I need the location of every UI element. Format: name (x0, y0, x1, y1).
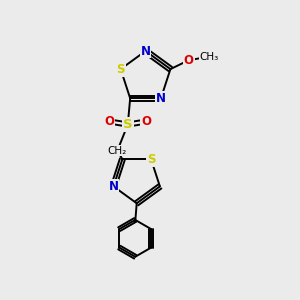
Text: O: O (104, 115, 114, 128)
Text: S: S (116, 63, 125, 76)
Text: N: N (140, 44, 151, 58)
Text: N: N (156, 92, 166, 105)
Text: S: S (147, 153, 155, 166)
Text: CH₂: CH₂ (108, 146, 127, 156)
Text: N: N (109, 180, 118, 193)
Text: CH₃: CH₃ (200, 52, 219, 61)
Text: O: O (184, 54, 194, 67)
Text: S: S (123, 118, 133, 131)
Text: O: O (141, 115, 151, 128)
